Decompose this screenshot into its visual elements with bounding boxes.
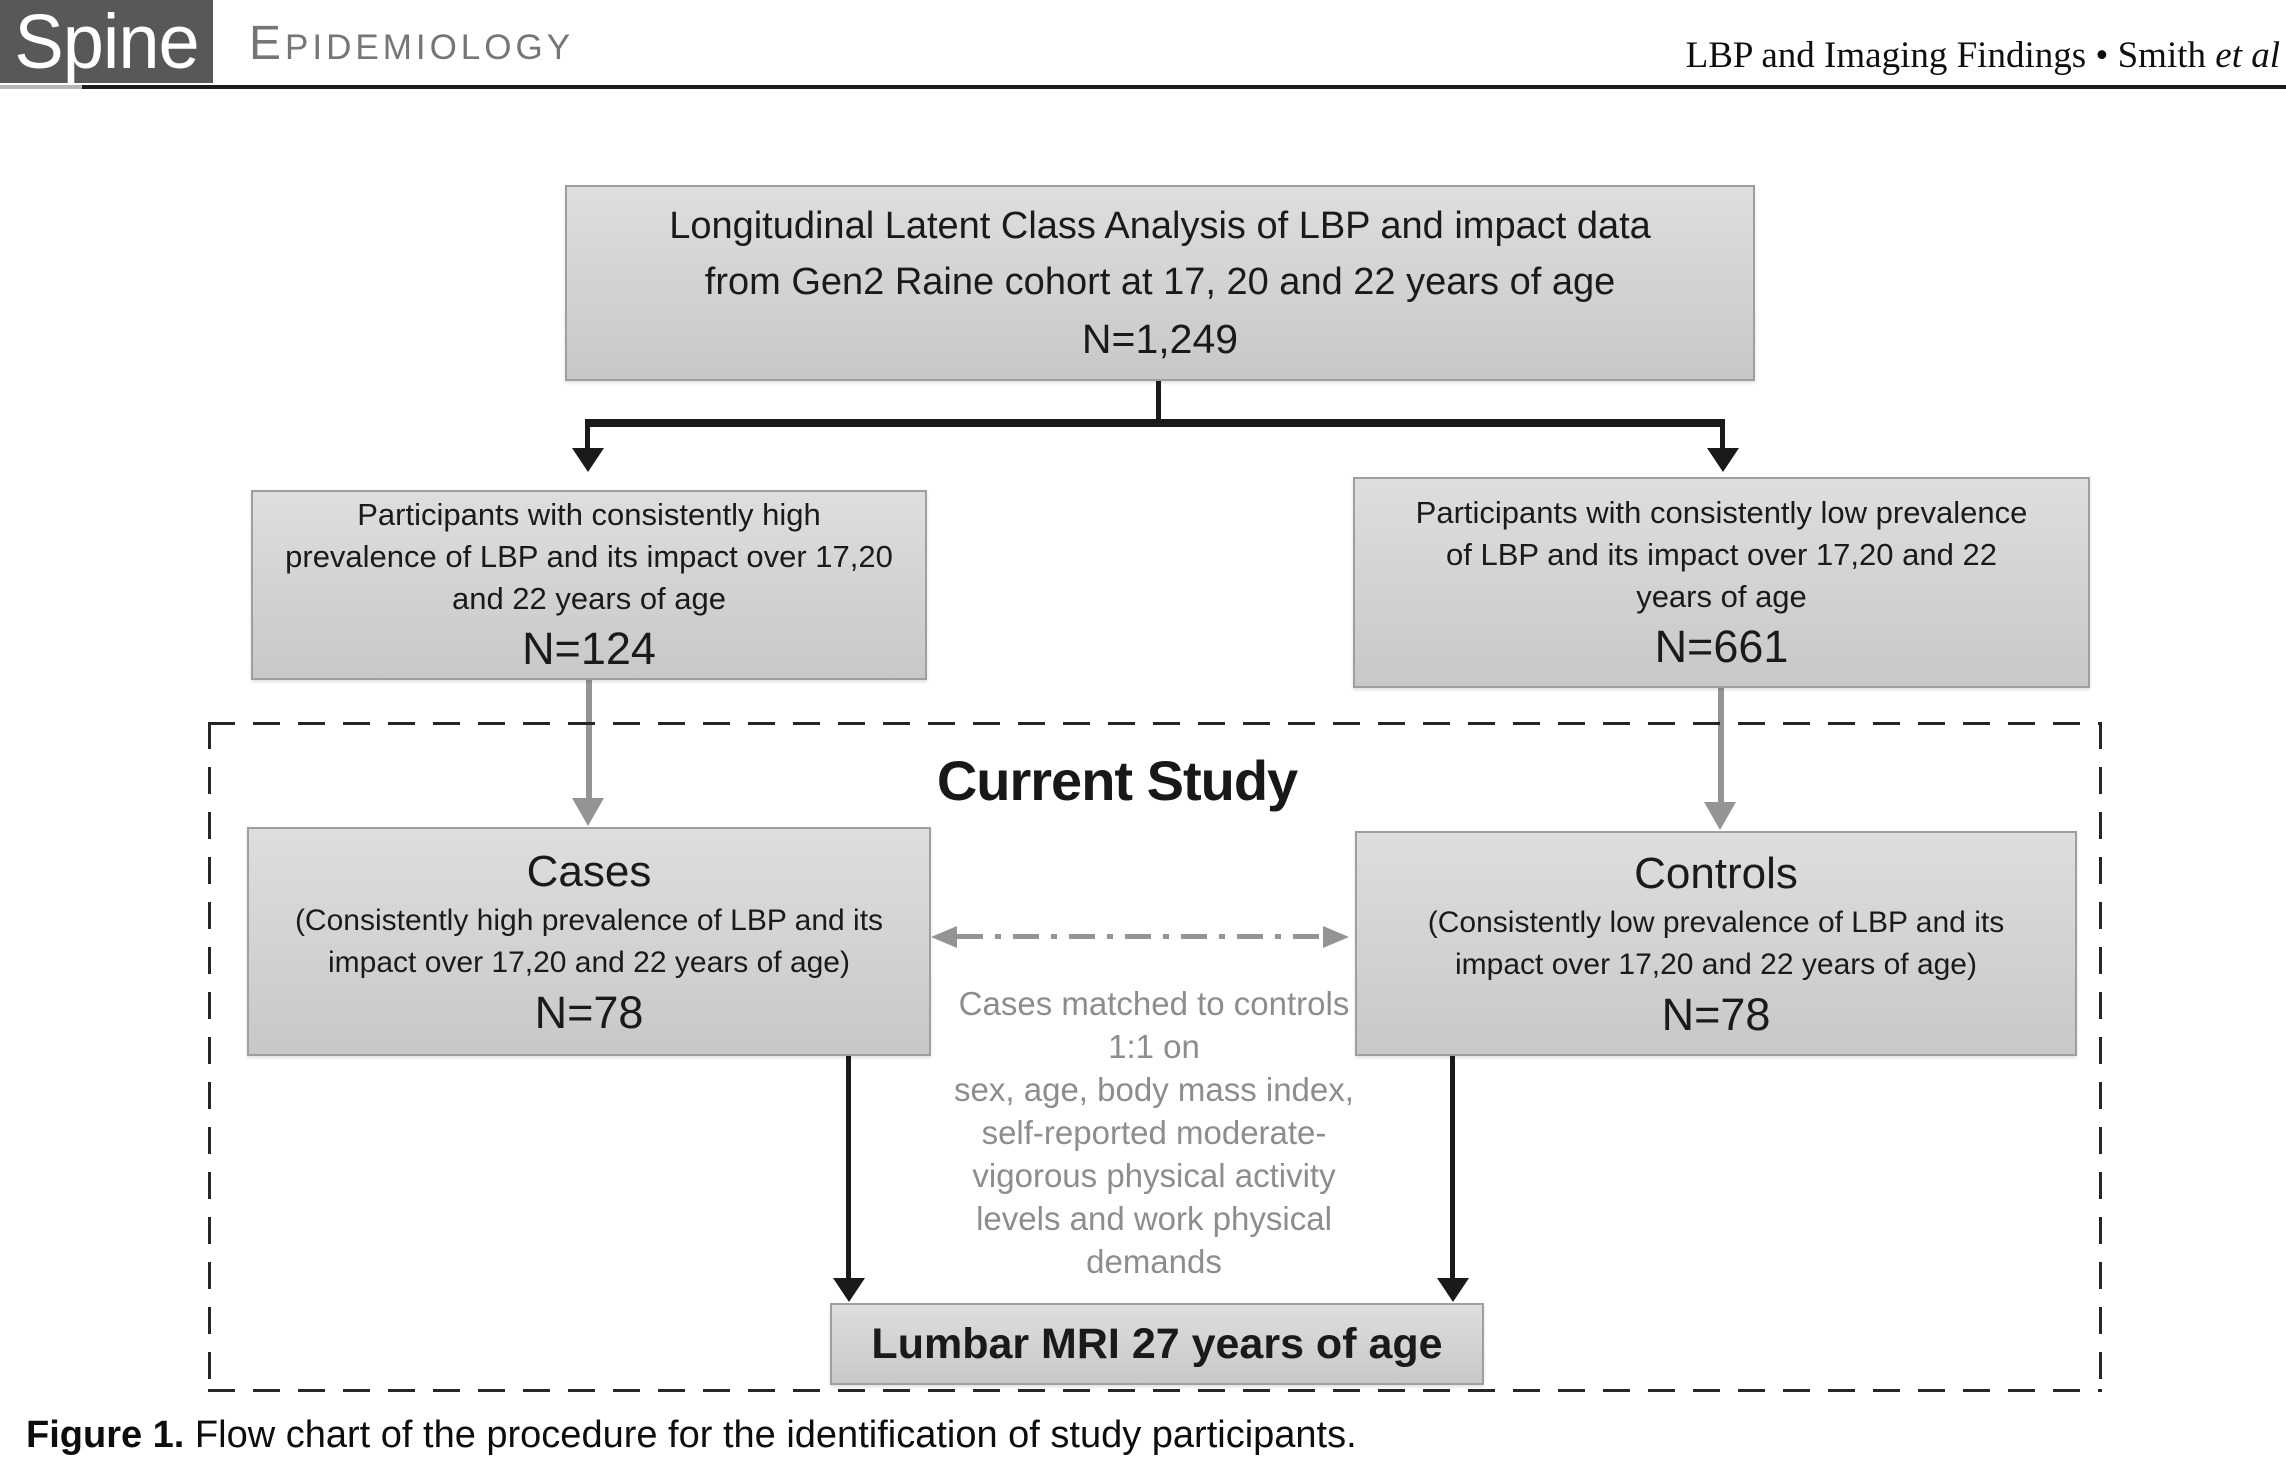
connector-branch-right — [1720, 419, 1725, 452]
header-rule-black — [82, 85, 2286, 89]
header-rule-gray — [0, 85, 82, 89]
match-note-line: demands — [1086, 1243, 1222, 1280]
low-line3: years of age — [1636, 578, 1807, 614]
flow-box-lca-cohort: Longitudinal Latent Class Analysis of LB… — [565, 185, 1755, 381]
match-note-line: levels and work physical — [976, 1200, 1332, 1237]
dashed-border-left — [208, 722, 211, 1392]
high-line3: and 22 years of age — [451, 581, 727, 616]
cases-title: Cases — [526, 846, 652, 896]
lca-line1: Longitudinal Latent Class Analysis of LB… — [669, 205, 1651, 247]
arrowhead-cases-to-mri — [833, 1278, 865, 1302]
arrowhead-controls-to-mri — [1437, 1278, 1469, 1302]
section-label: EPIDEMIOLOGY — [249, 16, 574, 71]
connector-branch-left — [585, 419, 590, 452]
controls-n: N=78 — [1661, 988, 1771, 1040]
controls-title: Controls — [1634, 848, 1798, 898]
flow-box-cases: Cases (Consistently high prevalence of L… — [247, 827, 931, 1056]
match-note-line: sex, age, body mass index, — [954, 1071, 1354, 1108]
section-label-initial: E — [249, 17, 286, 70]
low-line1: Participants with consistently low preva… — [1415, 494, 2028, 530]
lca-n: N=1,249 — [1081, 316, 1239, 362]
match-criteria-note: Cases matched to controls 1:1 on sex, ag… — [904, 982, 1404, 1283]
controls-line1: (Consistently low prevalence of LBP and … — [1427, 905, 2005, 939]
gray-arrow-high-to-cases — [586, 680, 592, 802]
cases-n: N=78 — [534, 986, 644, 1038]
connector-top-stem — [1156, 381, 1161, 423]
high-n: N=124 — [522, 623, 656, 674]
dashed-border-bottom — [208, 1389, 2102, 1392]
spine-logo-text: Spine — [14, 0, 199, 85]
figure-caption-label: Figure 1. — [26, 1414, 185, 1456]
high-line1: Participants with consistently high — [357, 497, 821, 532]
match-note-line: self-reported moderate- — [981, 1114, 1327, 1151]
flow-box-controls: Controls (Consistently low prevalence of… — [1355, 831, 2077, 1056]
current-study-title: Current Study — [936, 749, 1298, 812]
arrow-controls-to-mri — [1450, 1056, 1455, 1280]
gray-arrowhead-to-controls — [1704, 802, 1736, 830]
gray-arrow-low-to-controls — [1718, 688, 1724, 806]
match-note-line: Cases matched to controls — [958, 985, 1350, 1022]
cases-line2: impact over 17,20 and 22 years of age) — [328, 945, 850, 979]
match-arrowhead-right — [1323, 926, 1349, 948]
flow-box-lumbar-mri: Lumbar MRI 27 years of age — [830, 1303, 1484, 1385]
arrowhead-to-high-box — [572, 448, 604, 472]
spine-journal-logo: Spine — [0, 0, 213, 83]
match-note-line: 1:1 on — [1108, 1028, 1200, 1065]
dashed-border-right — [2099, 722, 2102, 1392]
section-label-rest: PIDEMIOLOGY — [285, 28, 575, 67]
figure-caption: Figure 1. Flow chart of the procedure fo… — [26, 1414, 1357, 1457]
flow-box-low-prevalence: Participants with consistently low preva… — [1353, 477, 2090, 688]
lca-line2: from Gen2 Raine cohort at 17, 20 and 22 … — [704, 261, 1616, 303]
cases-line1: (Consistently high prevalence of LBP and… — [294, 903, 884, 937]
match-arrowhead-left — [931, 926, 957, 948]
connector-branch-line — [585, 419, 1725, 427]
match-dashdot-line — [957, 934, 1323, 939]
controls-line2: impact over 17,20 and 22 years of age) — [1455, 947, 1977, 981]
dashed-border-top — [208, 722, 2102, 725]
low-line2: of LBP and its impact over 17,20 and 22 — [1446, 536, 1997, 572]
running-head: LBP and Imaging Findings • Smith et al — [1686, 34, 2280, 77]
high-line2: prevalence of LBP and its impact over 17… — [285, 539, 893, 574]
arrow-cases-to-mri — [846, 1056, 851, 1280]
match-note-line: vigorous physical activity — [972, 1157, 1336, 1194]
low-n: N=661 — [1654, 620, 1789, 672]
flow-box-high-prevalence: Participants with consistently high prev… — [251, 490, 927, 680]
running-head-authors: et al — [2215, 35, 2280, 76]
mri-label: Lumbar MRI 27 years of age — [871, 1319, 1443, 1368]
gray-arrowhead-to-cases — [572, 798, 604, 826]
running-head-main: LBP and Imaging Findings • Smith — [1685, 35, 2216, 76]
figure-caption-text: Flow chart of the procedure for the iden… — [184, 1414, 1357, 1456]
arrowhead-to-low-box — [1707, 448, 1739, 472]
